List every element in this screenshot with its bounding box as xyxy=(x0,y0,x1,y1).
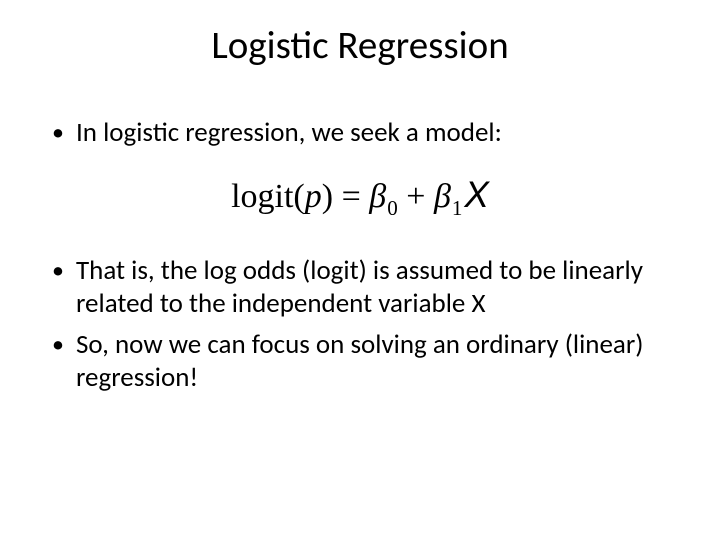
slide-title: Logistic Regression xyxy=(48,22,672,69)
equation-beta0: β xyxy=(369,178,386,215)
bullet-text-2: That is, the log odds (logit) is assumed… xyxy=(76,254,643,320)
equation-X: X xyxy=(462,174,489,215)
equation-container: logit(p) = β0 + β1X xyxy=(48,174,672,221)
bullet-text-3: So, now we can focus on solving an ordin… xyxy=(76,328,643,394)
bullet-text-1: In logistic regression, we seek a model: xyxy=(76,116,502,149)
equation-rparen: ) xyxy=(322,178,333,215)
equation-beta1: β xyxy=(434,178,451,215)
equation-sub1: 1 xyxy=(451,196,463,220)
equation-plus: + xyxy=(398,178,434,215)
equation-arg: p xyxy=(305,178,322,215)
bullet-list: In logistic regression, we seek a model: xyxy=(48,117,672,150)
equation: logit(p) = β0 + β1X xyxy=(231,174,489,221)
bullet-list-2: That is, the log odds (logit) is assumed… xyxy=(48,255,672,395)
bullet-item-2: That is, the log odds (logit) is assumed… xyxy=(48,255,672,321)
equation-function: logit xyxy=(231,178,293,215)
equation-sub0: 0 xyxy=(386,196,398,220)
bullet-item-3: So, now we can focus on solving an ordin… xyxy=(48,329,672,395)
equation-lparen: ( xyxy=(293,178,304,215)
bullet-item-1: In logistic regression, we seek a model: xyxy=(48,117,672,150)
equation-equals: = xyxy=(333,178,369,215)
slide-container: Logistic Regression In logistic regressi… xyxy=(0,0,720,540)
